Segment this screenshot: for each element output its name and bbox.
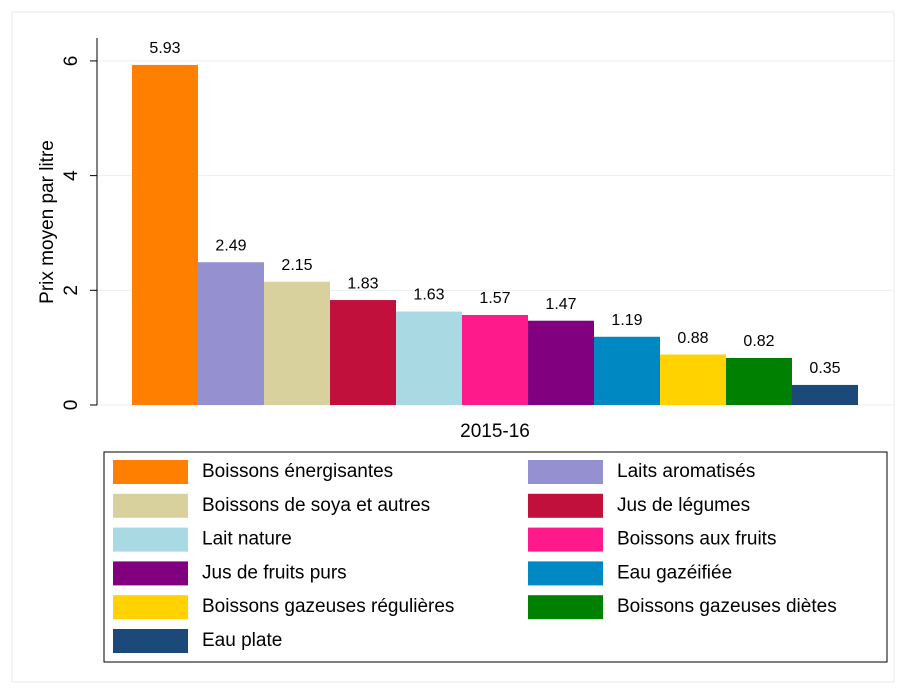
- bar: [396, 311, 462, 405]
- y-tick-label: 6: [61, 56, 82, 67]
- bar: [462, 314, 528, 405]
- data-label: 1.63: [413, 287, 444, 304]
- bar: [726, 357, 792, 405]
- data-label: 1.83: [347, 275, 378, 292]
- legend-swatch: [113, 595, 188, 620]
- legend-label: Boissons gazeuses diètes: [617, 596, 837, 617]
- legend-label: Jus de légumes: [617, 495, 750, 516]
- data-label: 2.49: [215, 237, 246, 254]
- data-label: 1.57: [479, 290, 510, 307]
- legend-swatch: [113, 527, 188, 552]
- legend-swatch: [528, 527, 603, 552]
- bar: [132, 64, 198, 405]
- legend-label: Eau gazéifiée: [617, 562, 732, 583]
- legend-label: Boissons énergisantes: [202, 461, 393, 482]
- data-label: 0.88: [677, 330, 708, 347]
- data-label: 2.15: [281, 257, 312, 274]
- legend-label: Jus de fruits purs: [202, 562, 347, 583]
- bar: [198, 262, 264, 405]
- bar: [264, 281, 330, 405]
- legend-swatch: [113, 561, 188, 586]
- data-label: 5.93: [149, 40, 180, 57]
- y-axis-label: Prix moyen par litre: [37, 140, 58, 304]
- legend-label: Laits aromatisés: [617, 461, 755, 482]
- legend-swatch: [113, 629, 188, 653]
- y-tick-label: 2: [61, 285, 82, 296]
- x-tick-label: 2015-16: [460, 421, 530, 442]
- legend-box: [103, 451, 888, 663]
- legend-swatch: [528, 493, 603, 518]
- legend-label: Boissons aux fruits: [617, 529, 776, 550]
- legend-label: Eau plate: [202, 630, 282, 651]
- y-tick-label: 0: [61, 400, 82, 411]
- data-label: 1.19: [611, 312, 642, 329]
- data-label: 1.47: [545, 296, 576, 313]
- bar: [528, 320, 594, 405]
- legend-swatch: [528, 460, 603, 484]
- legend-swatch: [113, 493, 188, 518]
- bar: [660, 354, 726, 405]
- legend-label: Boissons de soya et autres: [202, 495, 430, 516]
- legend-swatch: [528, 595, 603, 620]
- legend-label: Boissons gazeuses régulières: [202, 596, 454, 617]
- bar: [330, 300, 396, 405]
- legend-swatch: [113, 460, 188, 484]
- data-label: 0.35: [809, 360, 840, 377]
- data-label: 0.82: [743, 333, 774, 350]
- y-tick-label: 4: [61, 170, 82, 181]
- legend-swatch: [528, 561, 603, 586]
- bar: [594, 336, 660, 405]
- legend-label: Lait nature: [202, 529, 292, 550]
- bar: [792, 384, 858, 405]
